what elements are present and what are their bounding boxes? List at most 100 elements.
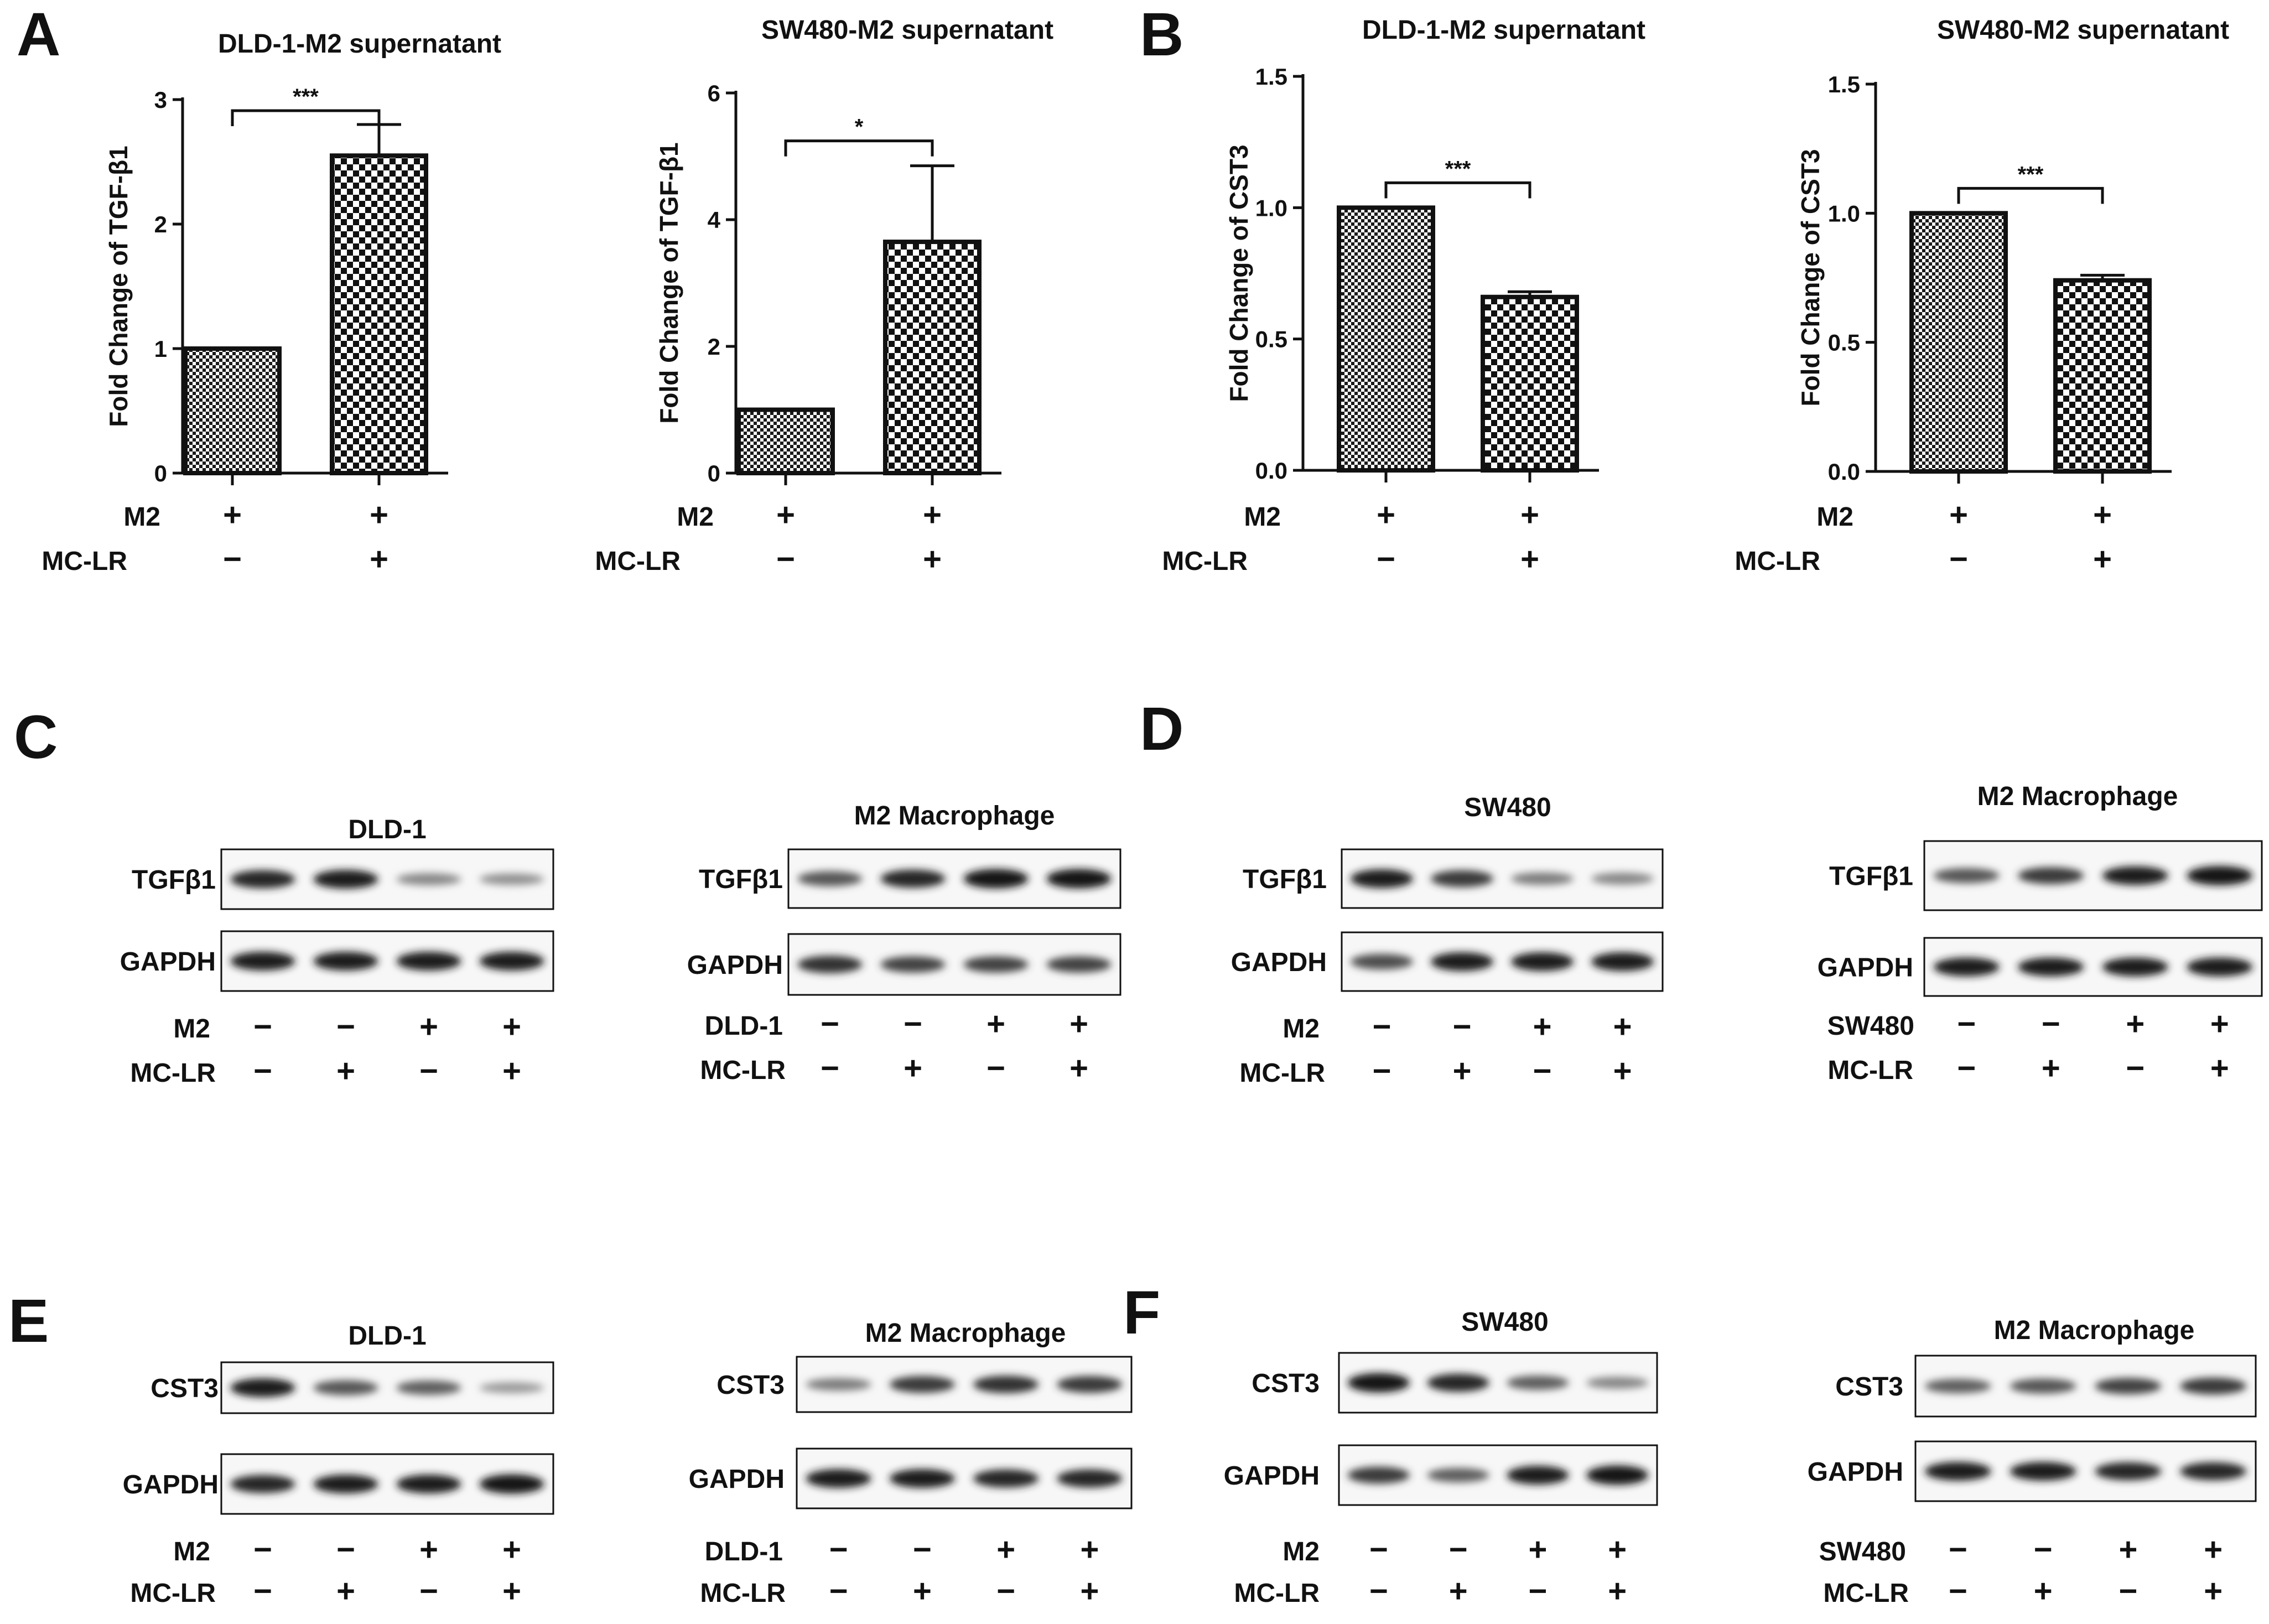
blot-band bbox=[2010, 1378, 2076, 1394]
blot-band bbox=[1057, 1376, 1123, 1393]
panel-letter-b: B bbox=[1140, 1, 1183, 69]
blot-band bbox=[1586, 1377, 1649, 1389]
condition-sign: − bbox=[2034, 1532, 2053, 1568]
condition-sign: + bbox=[223, 497, 242, 533]
blot-band bbox=[313, 1475, 378, 1493]
bar-mc-lr bbox=[2053, 278, 2152, 474]
condition-sign: + bbox=[2119, 1532, 2137, 1568]
condition-sign: + bbox=[776, 497, 795, 533]
condition-sign: + bbox=[502, 1532, 521, 1568]
y-tick-label: 0.0 bbox=[1828, 459, 1860, 485]
blot-band bbox=[1933, 957, 2000, 977]
condition-sign: + bbox=[370, 497, 388, 533]
blot-band bbox=[2010, 1462, 2076, 1481]
condition-sign: − bbox=[1373, 1053, 1391, 1089]
blot-band bbox=[479, 1474, 544, 1494]
condition-label: MC-LR bbox=[1823, 1579, 1909, 1608]
blot-band bbox=[973, 1376, 1039, 1393]
condition-label: MC-LR bbox=[130, 1059, 216, 1088]
y-tick-label: 1.0 bbox=[1828, 200, 1860, 226]
condition-sign: − bbox=[419, 1573, 438, 1609]
y-tick-label: 6 bbox=[708, 80, 720, 106]
condition-sign: + bbox=[1949, 497, 1968, 533]
condition-sign: + bbox=[913, 1573, 932, 1609]
blot-title: DLD-1 bbox=[348, 1321, 426, 1351]
significance-bracket bbox=[1957, 186, 2104, 204]
condition-sign: − bbox=[253, 1009, 272, 1045]
blot-row-label: GAPDH bbox=[687, 951, 783, 980]
condition-sign: − bbox=[1369, 1573, 1388, 1609]
blot-band bbox=[2187, 866, 2253, 885]
condition-sign: + bbox=[986, 1006, 1005, 1042]
y-tick-label: 2 bbox=[154, 211, 167, 237]
condition-label: SW480 bbox=[1819, 1537, 1906, 1566]
condition-sign: + bbox=[419, 1532, 438, 1568]
blot-band bbox=[1924, 1378, 1991, 1394]
y-tick-label: 0.5 bbox=[1255, 326, 1287, 352]
condition-sign: + bbox=[2210, 1006, 2229, 1042]
condition-sign: − bbox=[1949, 541, 1968, 577]
y-tick-label: 0.0 bbox=[1255, 458, 1287, 484]
condition-sign: + bbox=[2126, 1006, 2145, 1042]
condition-sign: + bbox=[2034, 1573, 2053, 1609]
condition-sign: + bbox=[370, 541, 388, 577]
condition-sign: + bbox=[419, 1009, 438, 1045]
condition-label: MC-LR bbox=[1234, 1579, 1320, 1608]
condition-sign: − bbox=[253, 1573, 272, 1609]
blot-band bbox=[2180, 1462, 2247, 1481]
blot-band bbox=[479, 1382, 544, 1393]
condition-sign: + bbox=[1520, 541, 1539, 577]
blot-band bbox=[1427, 1467, 1489, 1483]
condition-sign: − bbox=[1369, 1532, 1388, 1568]
condition-label: MC-LR bbox=[1735, 547, 1820, 576]
condition-sign: + bbox=[923, 497, 942, 533]
bar-chart-1: DLD-1-M2 supernatant Fold Change of TGF-β… bbox=[41, 29, 501, 577]
condition-sign: − bbox=[419, 1053, 438, 1089]
blot-band bbox=[1430, 870, 1494, 888]
bar-chart-2: SW480-M2 supernatant Fold Change of TGF-β… bbox=[595, 15, 1053, 577]
condition-sign: + bbox=[904, 1050, 922, 1086]
significance-bracket bbox=[1384, 181, 1531, 199]
y-tick-label: 1.5 bbox=[1255, 64, 1287, 90]
condition-sign: + bbox=[923, 541, 942, 577]
condition-sign: + bbox=[336, 1053, 355, 1089]
condition-sign: − bbox=[1528, 1573, 1547, 1609]
blot-row-label: GAPDH bbox=[1808, 1457, 1903, 1487]
bar-mc-lr bbox=[1481, 294, 1579, 473]
blot-row-label: CST3 bbox=[1252, 1369, 1320, 1398]
condition-sign: + bbox=[502, 1573, 521, 1609]
western-blot-1: DLD-1 TGFβ1 GAPDH M2 − − + + MC-LR − + − + bbox=[120, 815, 554, 1089]
blot-band bbox=[1924, 1462, 1991, 1481]
blot-band bbox=[2018, 957, 2084, 977]
bar-control bbox=[1909, 211, 2008, 474]
panel-letter-f: F bbox=[1123, 1279, 1160, 1347]
blot-band bbox=[230, 1378, 295, 1397]
condition-sign: + bbox=[2042, 1050, 2060, 1086]
blot-title: SW480 bbox=[1461, 1307, 1548, 1337]
y-tick-label: 0 bbox=[708, 460, 720, 486]
condition-sign: + bbox=[1528, 1532, 1547, 1568]
western-blot-3: SW480 TGFβ1 GAPDH M2 − − + + MC-LR − + − + bbox=[1231, 793, 1664, 1089]
y-tick-label: 2 bbox=[708, 334, 720, 360]
blot-row-label: TGFβ1 bbox=[1829, 862, 1913, 891]
blot-band bbox=[1586, 1465, 1649, 1485]
condition-label: MC-LR bbox=[1162, 547, 1248, 576]
blot-band bbox=[2102, 957, 2168, 977]
chart-title: DLD-1-M2 supernatant bbox=[1362, 15, 1645, 45]
blot-band bbox=[313, 1380, 378, 1395]
panel-letter-e: E bbox=[8, 1287, 49, 1355]
condition-label: M2 bbox=[1244, 502, 1281, 532]
condition-sign: − bbox=[829, 1532, 848, 1568]
condition-sign: − bbox=[223, 541, 242, 577]
condition-sign: + bbox=[1377, 497, 1395, 533]
blot-band bbox=[2180, 1377, 2247, 1395]
chart-title: DLD-1-M2 supernatant bbox=[218, 29, 501, 59]
blot-band bbox=[1057, 1469, 1123, 1488]
bar-control bbox=[183, 346, 282, 475]
y-axis-label: Fold Change of TGF-β1 bbox=[104, 146, 133, 427]
condition-label: M2 bbox=[1283, 1537, 1320, 1566]
blot-row-label: GAPDH bbox=[120, 947, 216, 977]
condition-label: MC-LR bbox=[1239, 1059, 1325, 1088]
condition-sign: + bbox=[1453, 1053, 1472, 1089]
